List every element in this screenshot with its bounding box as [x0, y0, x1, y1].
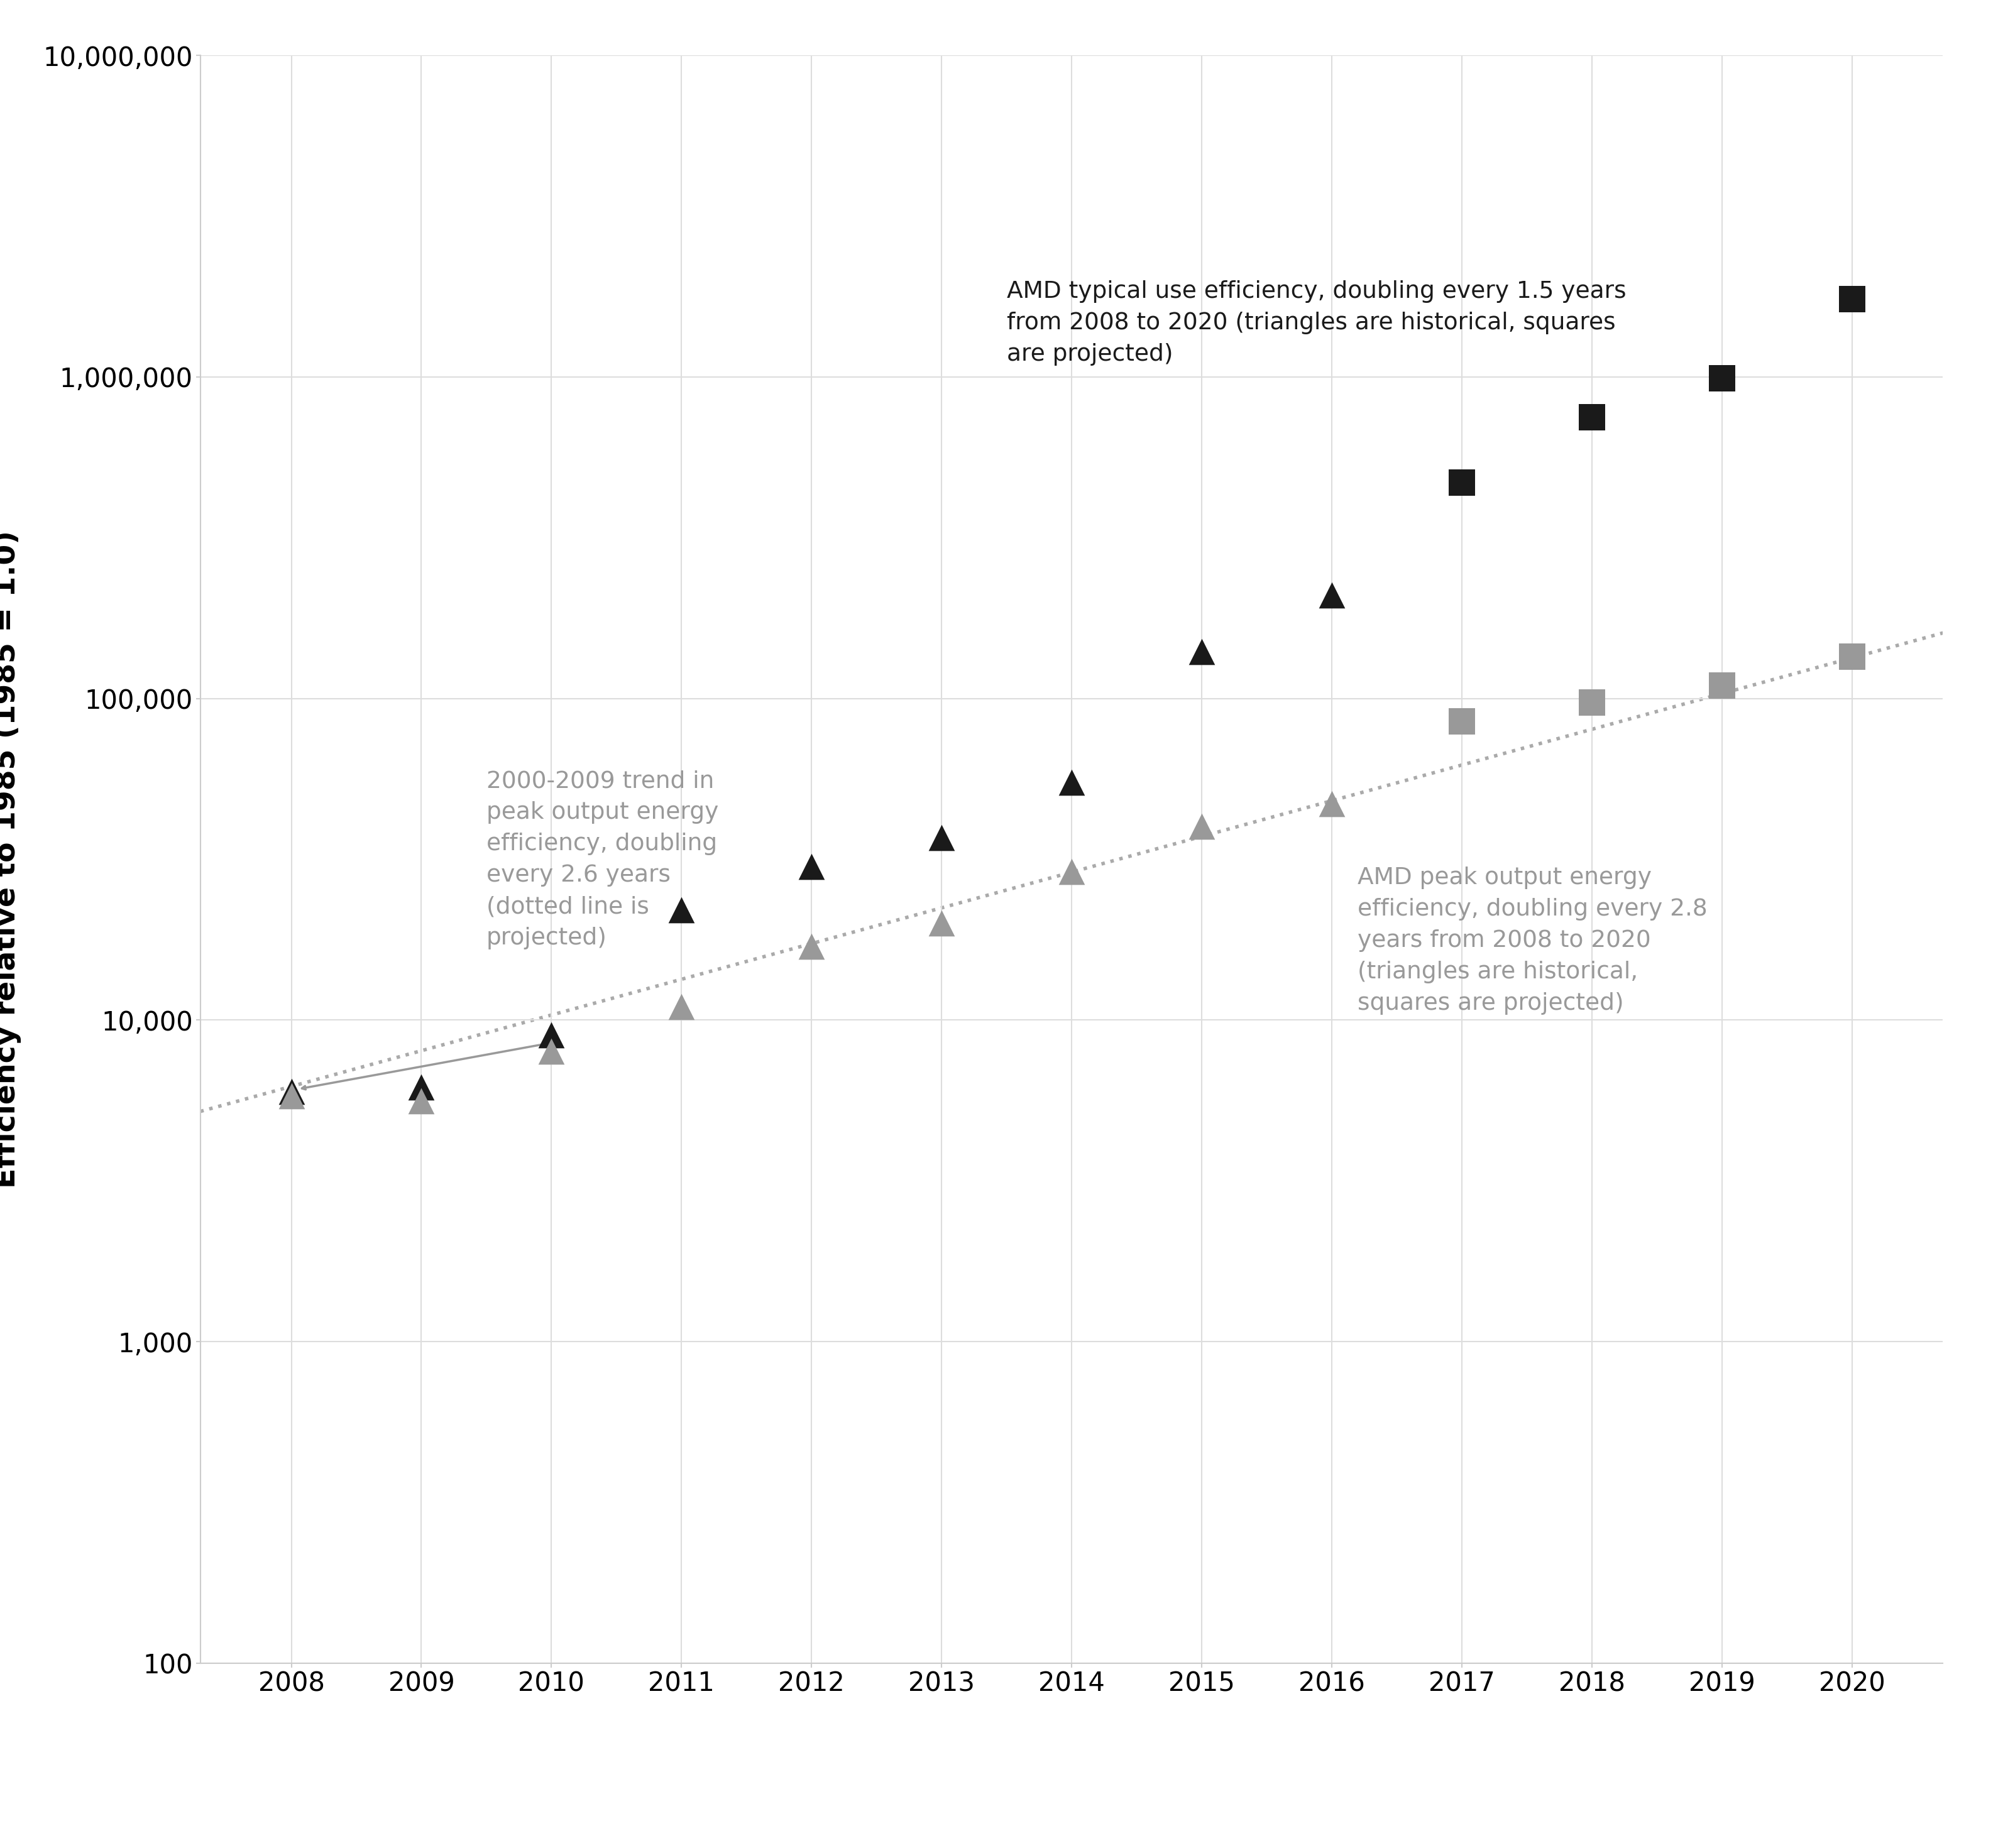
Point	[1056, 857, 1088, 887]
Point	[1446, 468, 1478, 497]
Point	[535, 1037, 567, 1066]
Text: AMD typical use efficiency, doubling every 1.5 years
from 2008 to 2020 (triangle: AMD typical use efficiency, doubling eve…	[1008, 281, 1626, 366]
Point	[274, 1081, 306, 1111]
Point	[1446, 706, 1478, 736]
Point	[1056, 767, 1088, 796]
Point	[795, 931, 827, 961]
Point	[1707, 364, 1739, 394]
Point	[274, 1077, 306, 1107]
Point	[925, 909, 957, 939]
Point	[1576, 403, 1608, 432]
Point	[1707, 671, 1739, 700]
Point	[1316, 789, 1348, 819]
Text: 2000-2009 trend in
peak output energy
efficiency, doubling
every 2.6 years
(dott: 2000-2009 trend in peak output energy ef…	[487, 771, 719, 950]
Point	[405, 1087, 437, 1116]
Point	[405, 1072, 437, 1101]
Point	[535, 1020, 567, 1050]
Point	[1186, 638, 1218, 667]
Point	[795, 852, 827, 881]
Point	[925, 822, 957, 852]
Point	[665, 992, 697, 1022]
Point	[1186, 811, 1218, 841]
Point	[1837, 641, 1869, 671]
Point	[1837, 285, 1869, 314]
Point	[665, 894, 697, 924]
Y-axis label: Efficiency relative to 1985 (1985 = 1.0): Efficiency relative to 1985 (1985 = 1.0)	[0, 530, 22, 1188]
Text: AMD peak output energy
efficiency, doubling every 2.8
years from 2008 to 2020
(t: AMD peak output energy efficiency, doubl…	[1358, 867, 1709, 1015]
Point	[1316, 580, 1348, 610]
Point	[1576, 687, 1608, 717]
